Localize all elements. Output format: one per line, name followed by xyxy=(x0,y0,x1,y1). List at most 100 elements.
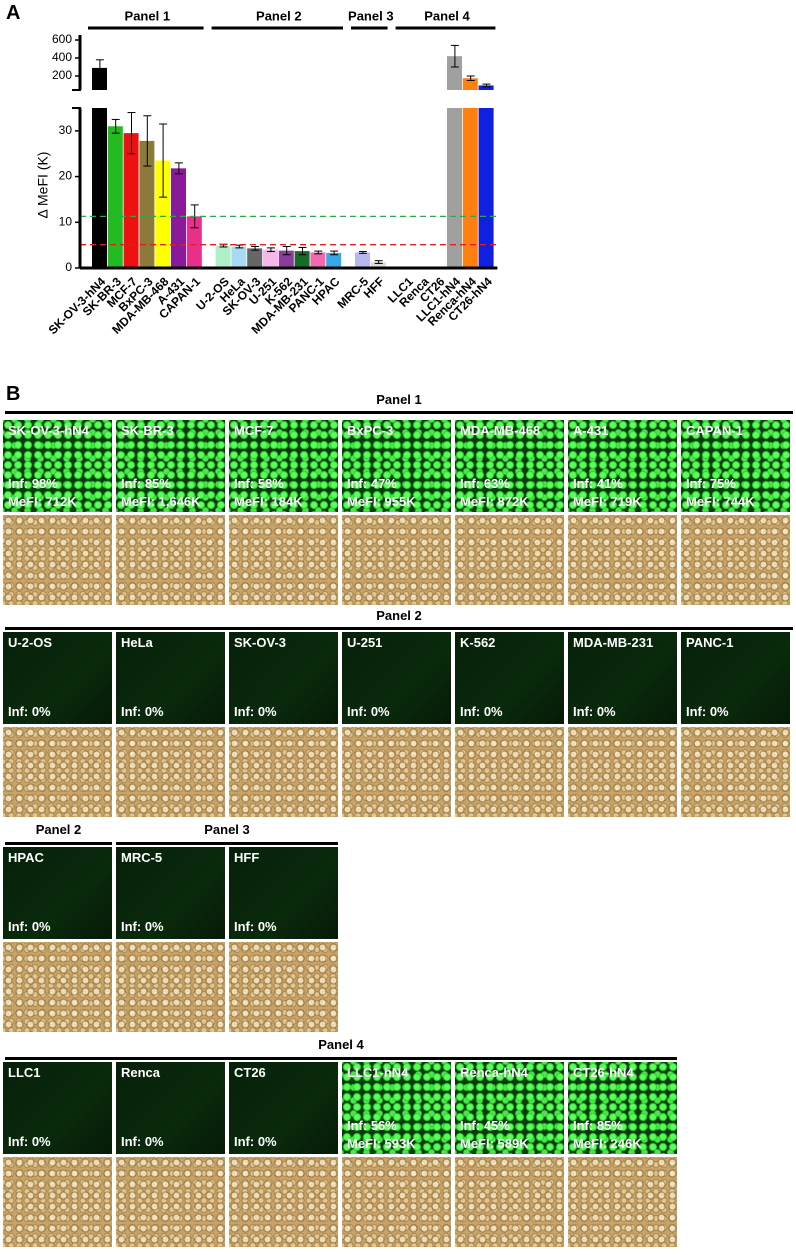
infection-rate: Inf: 0% xyxy=(121,704,164,719)
bar xyxy=(92,67,107,90)
mefi-value: MeFI: 955K xyxy=(347,494,416,509)
bar xyxy=(247,248,263,268)
infection-rate: Inf: 85% xyxy=(121,476,171,491)
bar xyxy=(107,126,123,269)
infection-rate: Inf: 0% xyxy=(234,704,277,719)
infection-rate: Inf: 45% xyxy=(460,1118,510,1133)
bar xyxy=(478,108,494,268)
y-tick-label: 200 xyxy=(52,68,72,82)
infection-rate: Inf: 63% xyxy=(460,476,510,491)
bar xyxy=(139,140,155,268)
cell-line-name: CT26 xyxy=(234,1065,266,1080)
cell-line-name: LLC1-hN4 xyxy=(347,1065,409,1080)
brightfield-image xyxy=(3,515,112,605)
group-title: Panel 2 xyxy=(256,8,302,23)
bar xyxy=(462,108,478,268)
fluorescence-image: SK-OV-3 Inf: 0% xyxy=(229,632,338,724)
infection-rate: Inf: 41% xyxy=(573,476,623,491)
cell-line-name: A-431 xyxy=(573,423,609,438)
cell-line-name: K-562 xyxy=(460,635,496,650)
bar xyxy=(123,133,139,268)
fluorescence-image: CT26-hN4 Inf: 85% MeFI: 246K xyxy=(568,1062,677,1154)
cell-line-name: CT26-hN4 xyxy=(573,1065,634,1080)
cell-line-name: SK-OV-3 xyxy=(234,635,287,650)
bar xyxy=(215,245,231,268)
bar xyxy=(447,56,462,90)
mefi-value: MeFI: 1,646K xyxy=(121,494,201,509)
brightfield-image xyxy=(568,727,677,817)
fluorescence-image: HeLa Inf: 0% xyxy=(116,632,225,724)
fluorescence-image: Renca-hN4 Inf: 45% MeFI: 589K xyxy=(455,1062,564,1154)
brightfield-image xyxy=(342,727,451,817)
infection-rate: Inf: 0% xyxy=(121,919,164,934)
brightfield-image xyxy=(568,515,677,605)
infection-rate: Inf: 85% xyxy=(573,1118,623,1133)
figure-label: B xyxy=(6,383,21,405)
infection-rate: Inf: 0% xyxy=(8,1134,51,1149)
bar xyxy=(370,262,386,268)
brightfield-image xyxy=(116,515,225,605)
fluorescence-image: A-431 Inf: 41% MeFI: 719K xyxy=(568,420,677,512)
cell-line-name: U-2-OS xyxy=(8,635,53,650)
bar xyxy=(310,252,326,268)
fluorescence-image: K-562 Inf: 0% xyxy=(455,632,564,724)
brightfield-image xyxy=(342,1157,451,1247)
group-title: Panel 3 xyxy=(204,822,250,837)
bar xyxy=(155,160,171,268)
fluorescence-image: U-2-OS Inf: 0% xyxy=(3,632,112,724)
brightfield-image xyxy=(229,727,338,817)
mefi-value: MeFI: 593K xyxy=(347,1136,416,1151)
mefi-value: MeFI: 719K xyxy=(573,494,642,509)
cell-line-name: MCF-7 xyxy=(234,423,274,438)
group-line xyxy=(116,842,338,845)
infection-rate: Inf: 0% xyxy=(121,1134,164,1149)
bar xyxy=(186,216,202,268)
infection-rate: Inf: 0% xyxy=(234,919,277,934)
infection-rate: Inf: 0% xyxy=(8,704,51,719)
group-title: Panel 3 xyxy=(348,8,394,23)
brightfield-image xyxy=(116,942,225,1032)
mefi-value: MeFI: 589K xyxy=(460,1136,529,1151)
chart: Δ MeFI (K) SK-OV-3-hN4SK-BR-3MCF-7BxPC-3… xyxy=(35,8,498,337)
group-title: Panel 2 xyxy=(35,822,82,837)
fluorescence-image: SK-BR-3 Inf: 85% MeFI: 1,646K xyxy=(116,420,225,512)
fluorescence-image: Renca Inf: 0% xyxy=(116,1062,225,1154)
brightfield-image xyxy=(681,727,790,817)
brightfield-image xyxy=(229,1157,338,1247)
brightfield-image xyxy=(116,1157,225,1247)
infection-rate: Inf: 56% xyxy=(347,1118,397,1133)
infection-rate: Inf: 0% xyxy=(573,704,616,719)
brightfield-image xyxy=(116,727,225,817)
bar xyxy=(92,108,107,268)
cell-line-name: Renca xyxy=(121,1065,161,1080)
group-line xyxy=(5,627,793,630)
group-title: Panel 4 xyxy=(318,1037,364,1052)
y-tick-label: 30 xyxy=(59,123,73,137)
cell-line-name: Renca-hN4 xyxy=(460,1065,528,1080)
brightfield-image xyxy=(455,727,564,817)
fluorescence-image: BxPC-3 Inf: 47% MeFI: 955K xyxy=(342,420,451,512)
fluorescence-image: CT26 Inf: 0% xyxy=(229,1062,338,1154)
fluorescence-image: LLC1 Inf: 0% xyxy=(3,1062,112,1154)
fluorescence-image: U-251 Inf: 0% xyxy=(342,632,451,724)
infection-rate: Inf: 0% xyxy=(234,1134,277,1149)
mefi-value: MeFI: 246K xyxy=(573,1136,642,1151)
fluorescence-image: MDA-MB-231 Inf: 0% xyxy=(568,632,677,724)
cell-line-name: MDA-MB-231 xyxy=(573,635,654,650)
infection-rate: Inf: 75% xyxy=(686,476,736,491)
bar xyxy=(326,252,342,268)
infection-rate: Inf: 58% xyxy=(234,476,284,491)
brightfield-image xyxy=(3,942,112,1032)
figure-label: A xyxy=(6,2,21,24)
fluorescence-image: CAPAN-1 Inf: 75% MeFI: 744K xyxy=(681,420,790,512)
bar xyxy=(478,85,494,90)
fluorescence-image: HFF Inf: 0% xyxy=(229,847,338,939)
fluorescence-image: SK-OV-3-hN4 Inf: 98% MeFI: 712K xyxy=(3,420,112,512)
mefi-value: MeFI: 872K xyxy=(460,494,529,509)
infection-rate: Inf: 0% xyxy=(460,704,503,719)
y-tick-label: 400 xyxy=(52,50,72,64)
group-title: Panel 1 xyxy=(376,392,422,407)
mefi-value: MeFI: 712K xyxy=(8,494,77,509)
cell-line-name: HPAC xyxy=(8,850,44,865)
brightfield-image xyxy=(455,515,564,605)
